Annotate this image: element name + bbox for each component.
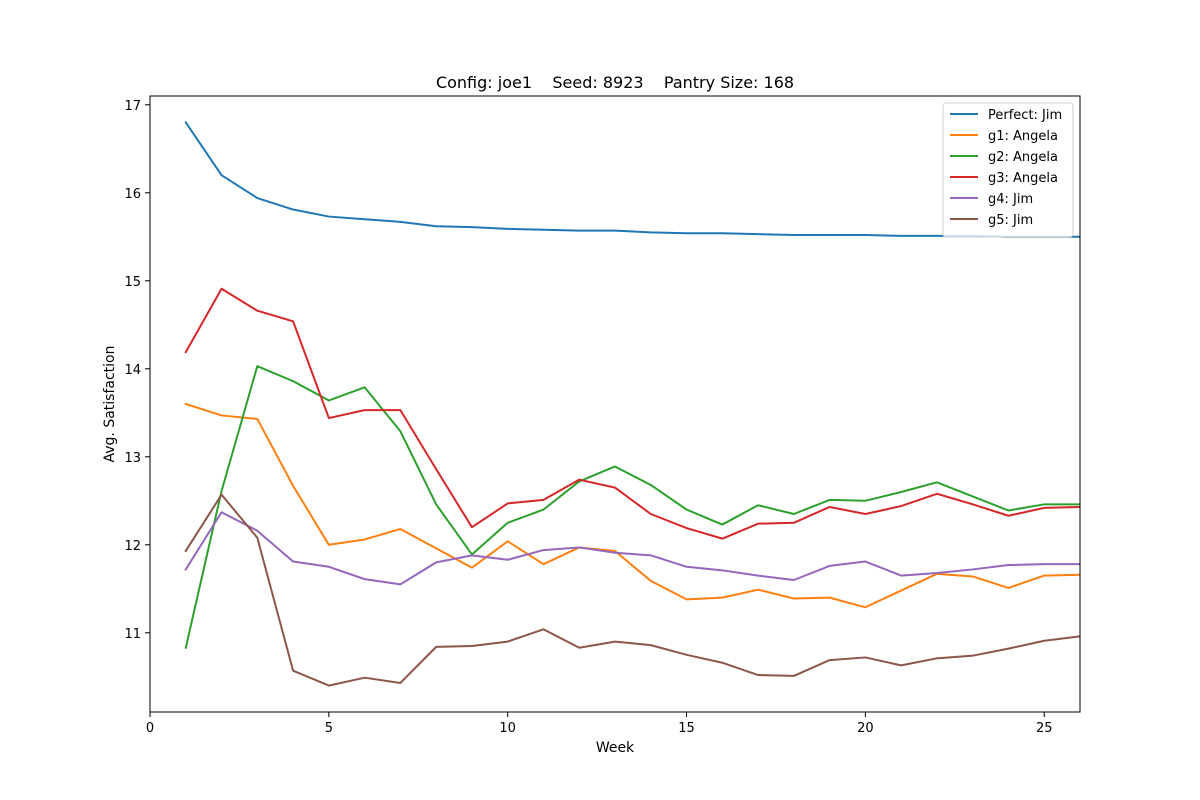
legend-label: g4: Jim <box>988 192 1033 207</box>
x-tick-label: 5 <box>325 721 333 736</box>
legend-label: g2: Angela <box>988 150 1058 165</box>
y-tick-label: 14 <box>124 363 141 378</box>
x-tick-label: 10 <box>499 721 516 736</box>
y-tick-label: 16 <box>124 187 141 202</box>
x-axis-label: Week <box>596 740 635 756</box>
chart-title: Config: joe1 Seed: 8923 Pantry Size: 168 <box>436 73 794 92</box>
legend-label: g3: Angela <box>988 171 1058 186</box>
y-tick-label: 11 <box>124 627 141 642</box>
legend: Perfect: Jim g1: Angela g2: Angela g3: Ange… <box>943 103 1073 237</box>
legend-label: g5: Jim <box>988 213 1033 228</box>
x-tick-label: 15 <box>678 721 695 736</box>
x-tick-label: 25 <box>1036 721 1053 736</box>
y-tick-label: 12 <box>124 539 141 554</box>
legend-label: g1: Angela <box>988 129 1058 144</box>
x-tick-label: 20 <box>857 721 874 736</box>
x-tick-label: 0 <box>146 721 154 736</box>
y-tick-label: 15 <box>124 275 141 290</box>
y-tick-label: 17 <box>124 99 141 114</box>
y-tick-label: 13 <box>124 451 141 466</box>
y-axis-label: Avg. Satisfaction <box>102 346 118 463</box>
legend-label: Perfect: Jim <box>988 108 1062 123</box>
